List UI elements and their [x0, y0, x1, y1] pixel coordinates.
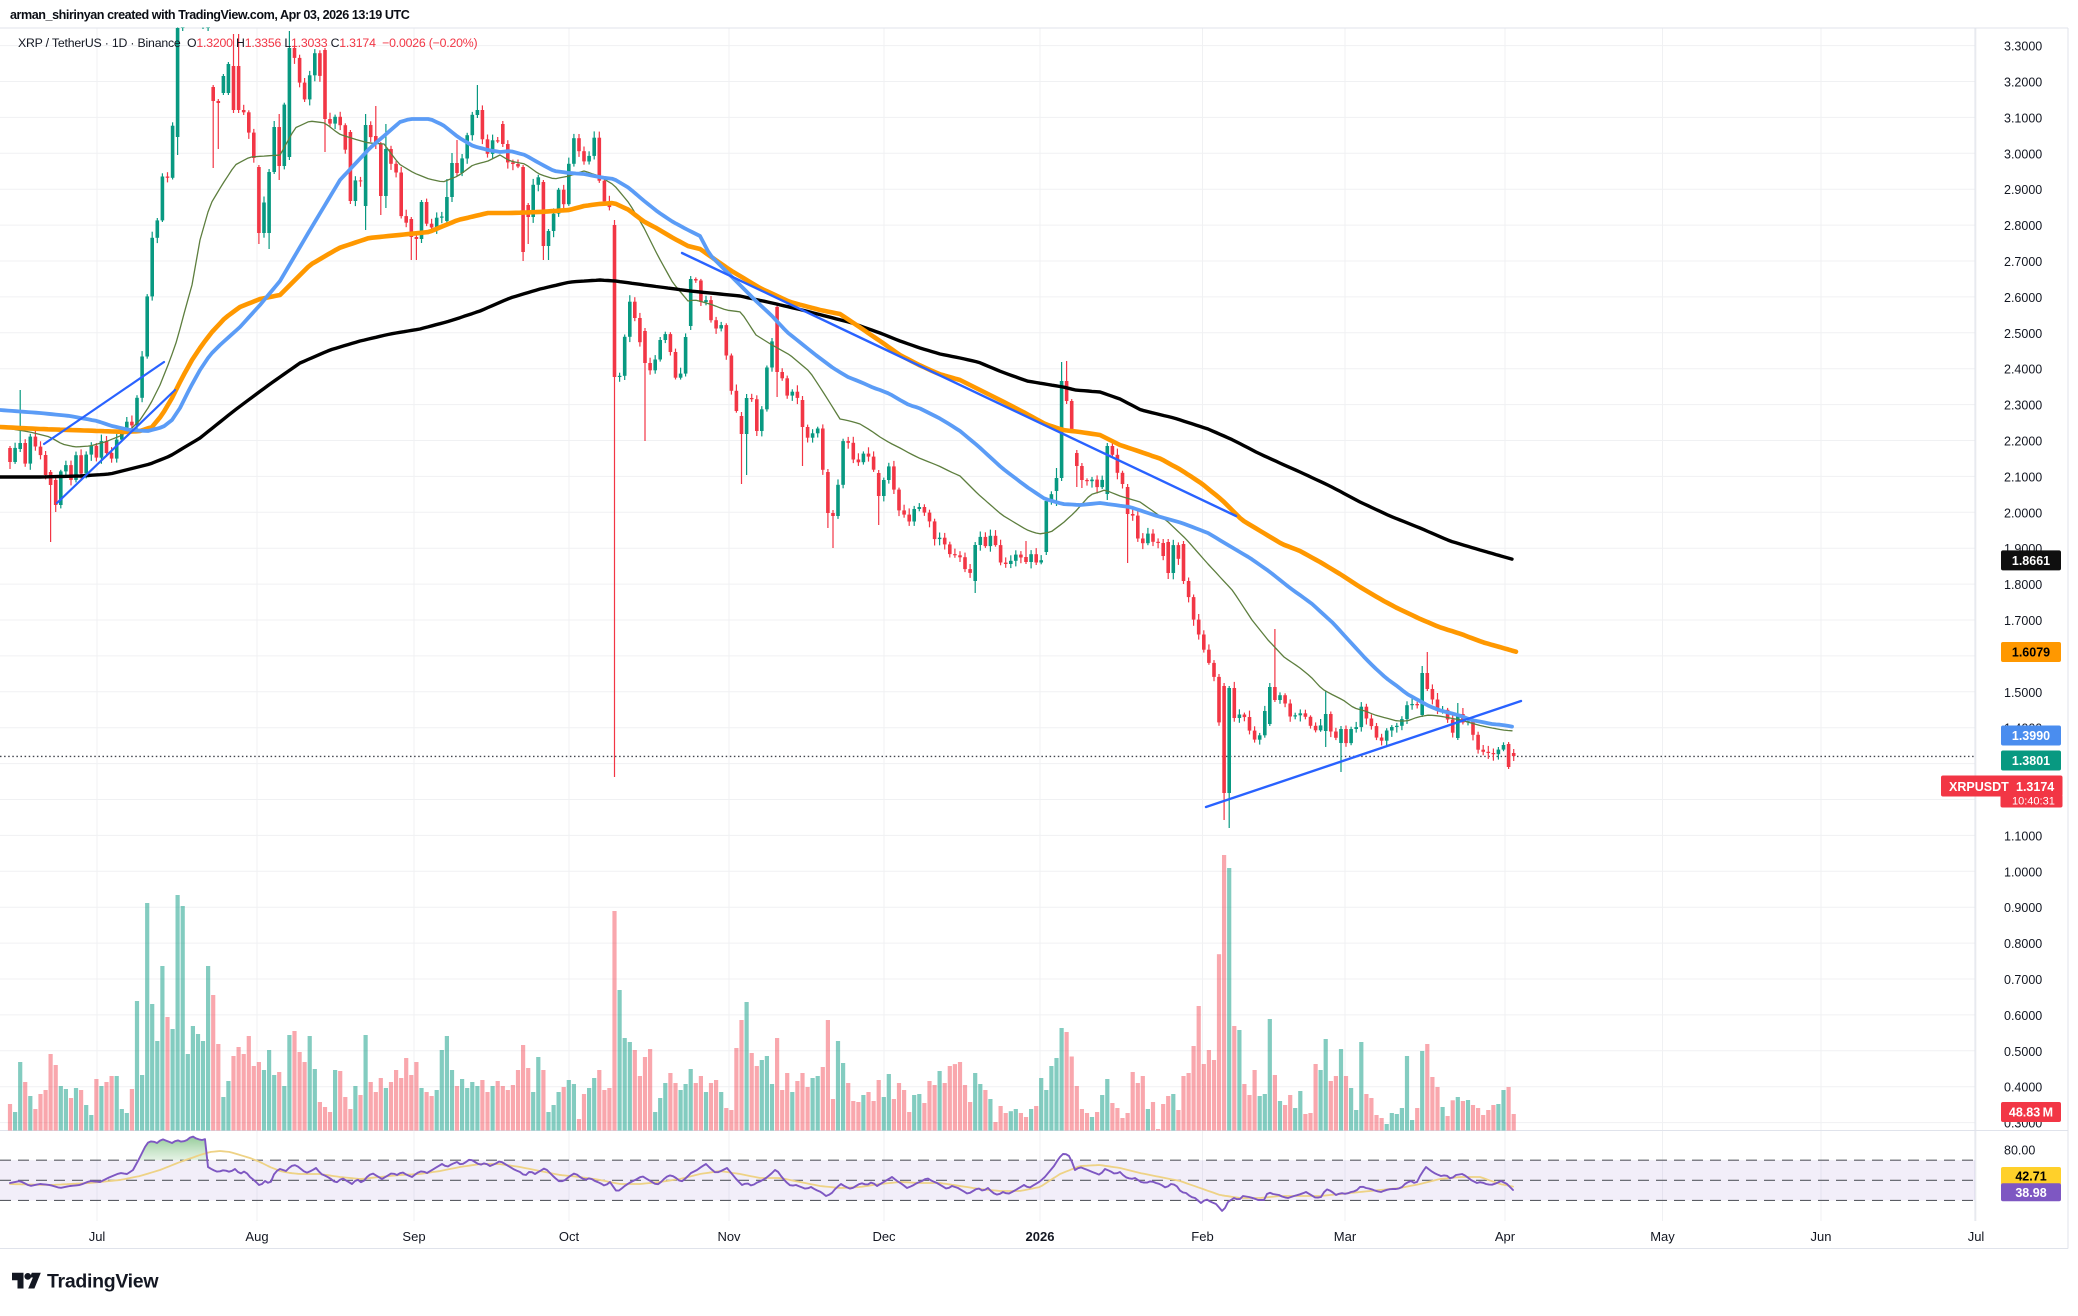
- svg-text:Aug: Aug: [245, 1229, 268, 1244]
- svg-text:XRP / TetherUS · 1D · Binance: XRP / TetherUS · 1D · Binance O1.3200 H1…: [18, 36, 477, 50]
- svg-text:2.8000: 2.8000: [2004, 219, 2042, 233]
- svg-text:2.7000: 2.7000: [2004, 255, 2042, 269]
- svg-text:2.2000: 2.2000: [2004, 435, 2042, 449]
- svg-text:80.00: 80.00: [2004, 1144, 2035, 1158]
- svg-text:0.5000: 0.5000: [2004, 1045, 2042, 1059]
- svg-text:3.2000: 3.2000: [2004, 76, 2042, 90]
- svg-text:1.1000: 1.1000: [2004, 829, 2042, 843]
- svg-text:38.98: 38.98: [2015, 1186, 2046, 1200]
- svg-text:0.6000: 0.6000: [2004, 1009, 2042, 1023]
- svg-text:2.0000: 2.0000: [2004, 506, 2042, 520]
- svg-text:2.6000: 2.6000: [2004, 291, 2042, 305]
- svg-text:2026: 2026: [1026, 1229, 1055, 1244]
- svg-text:1.0000: 1.0000: [2004, 865, 2042, 879]
- svg-text:3.0000: 3.0000: [2004, 147, 2042, 161]
- svg-text:1.6079: 1.6079: [2012, 646, 2050, 660]
- svg-text:2.3000: 2.3000: [2004, 399, 2042, 413]
- svg-text:1.3801: 1.3801: [2012, 754, 2050, 768]
- svg-text:3.3000: 3.3000: [2004, 40, 2042, 54]
- svg-text:1.5000: 1.5000: [2004, 686, 2042, 700]
- svg-text:2.9000: 2.9000: [2004, 183, 2042, 197]
- svg-text:XRPUSDT: XRPUSDT: [1949, 780, 2009, 794]
- svg-text:Jul: Jul: [89, 1229, 106, 1244]
- svg-text:TradingView: TradingView: [47, 1271, 159, 1293]
- svg-text:1.8661: 1.8661: [2012, 554, 2050, 568]
- svg-text:48.83 M: 48.83 M: [2009, 1106, 2053, 1120]
- svg-text:Apr: Apr: [1495, 1229, 1516, 1244]
- svg-text:May: May: [1650, 1229, 1675, 1244]
- svg-text:Jun: Jun: [1811, 1229, 1832, 1244]
- svg-text:3.1000: 3.1000: [2004, 111, 2042, 125]
- svg-text:Jul: Jul: [1968, 1229, 1985, 1244]
- svg-text:1.8000: 1.8000: [2004, 578, 2042, 592]
- svg-text:1.3174: 1.3174: [2016, 780, 2054, 794]
- svg-text:1.3990: 1.3990: [2012, 729, 2050, 743]
- svg-text:Sep: Sep: [402, 1229, 425, 1244]
- svg-text:1.7000: 1.7000: [2004, 614, 2042, 628]
- svg-text:2.1000: 2.1000: [2004, 470, 2042, 484]
- svg-text:0.8000: 0.8000: [2004, 937, 2042, 951]
- svg-text:Oct: Oct: [559, 1229, 580, 1244]
- svg-text:Feb: Feb: [1191, 1229, 1213, 1244]
- svg-text:0.9000: 0.9000: [2004, 901, 2042, 915]
- svg-text:Nov: Nov: [717, 1229, 741, 1244]
- svg-text:Dec: Dec: [872, 1229, 896, 1244]
- svg-text:10:40:31: 10:40:31: [2012, 796, 2055, 808]
- svg-text:2.4000: 2.4000: [2004, 363, 2042, 377]
- svg-text:Mar: Mar: [1334, 1229, 1357, 1244]
- svg-text:42.71: 42.71: [2015, 1170, 2046, 1184]
- svg-text:0.4000: 0.4000: [2004, 1081, 2042, 1095]
- svg-text:arman_shirinyan created with T: arman_shirinyan created with TradingView…: [10, 8, 410, 22]
- svg-text:2.5000: 2.5000: [2004, 327, 2042, 341]
- svg-text:0.7000: 0.7000: [2004, 973, 2042, 987]
